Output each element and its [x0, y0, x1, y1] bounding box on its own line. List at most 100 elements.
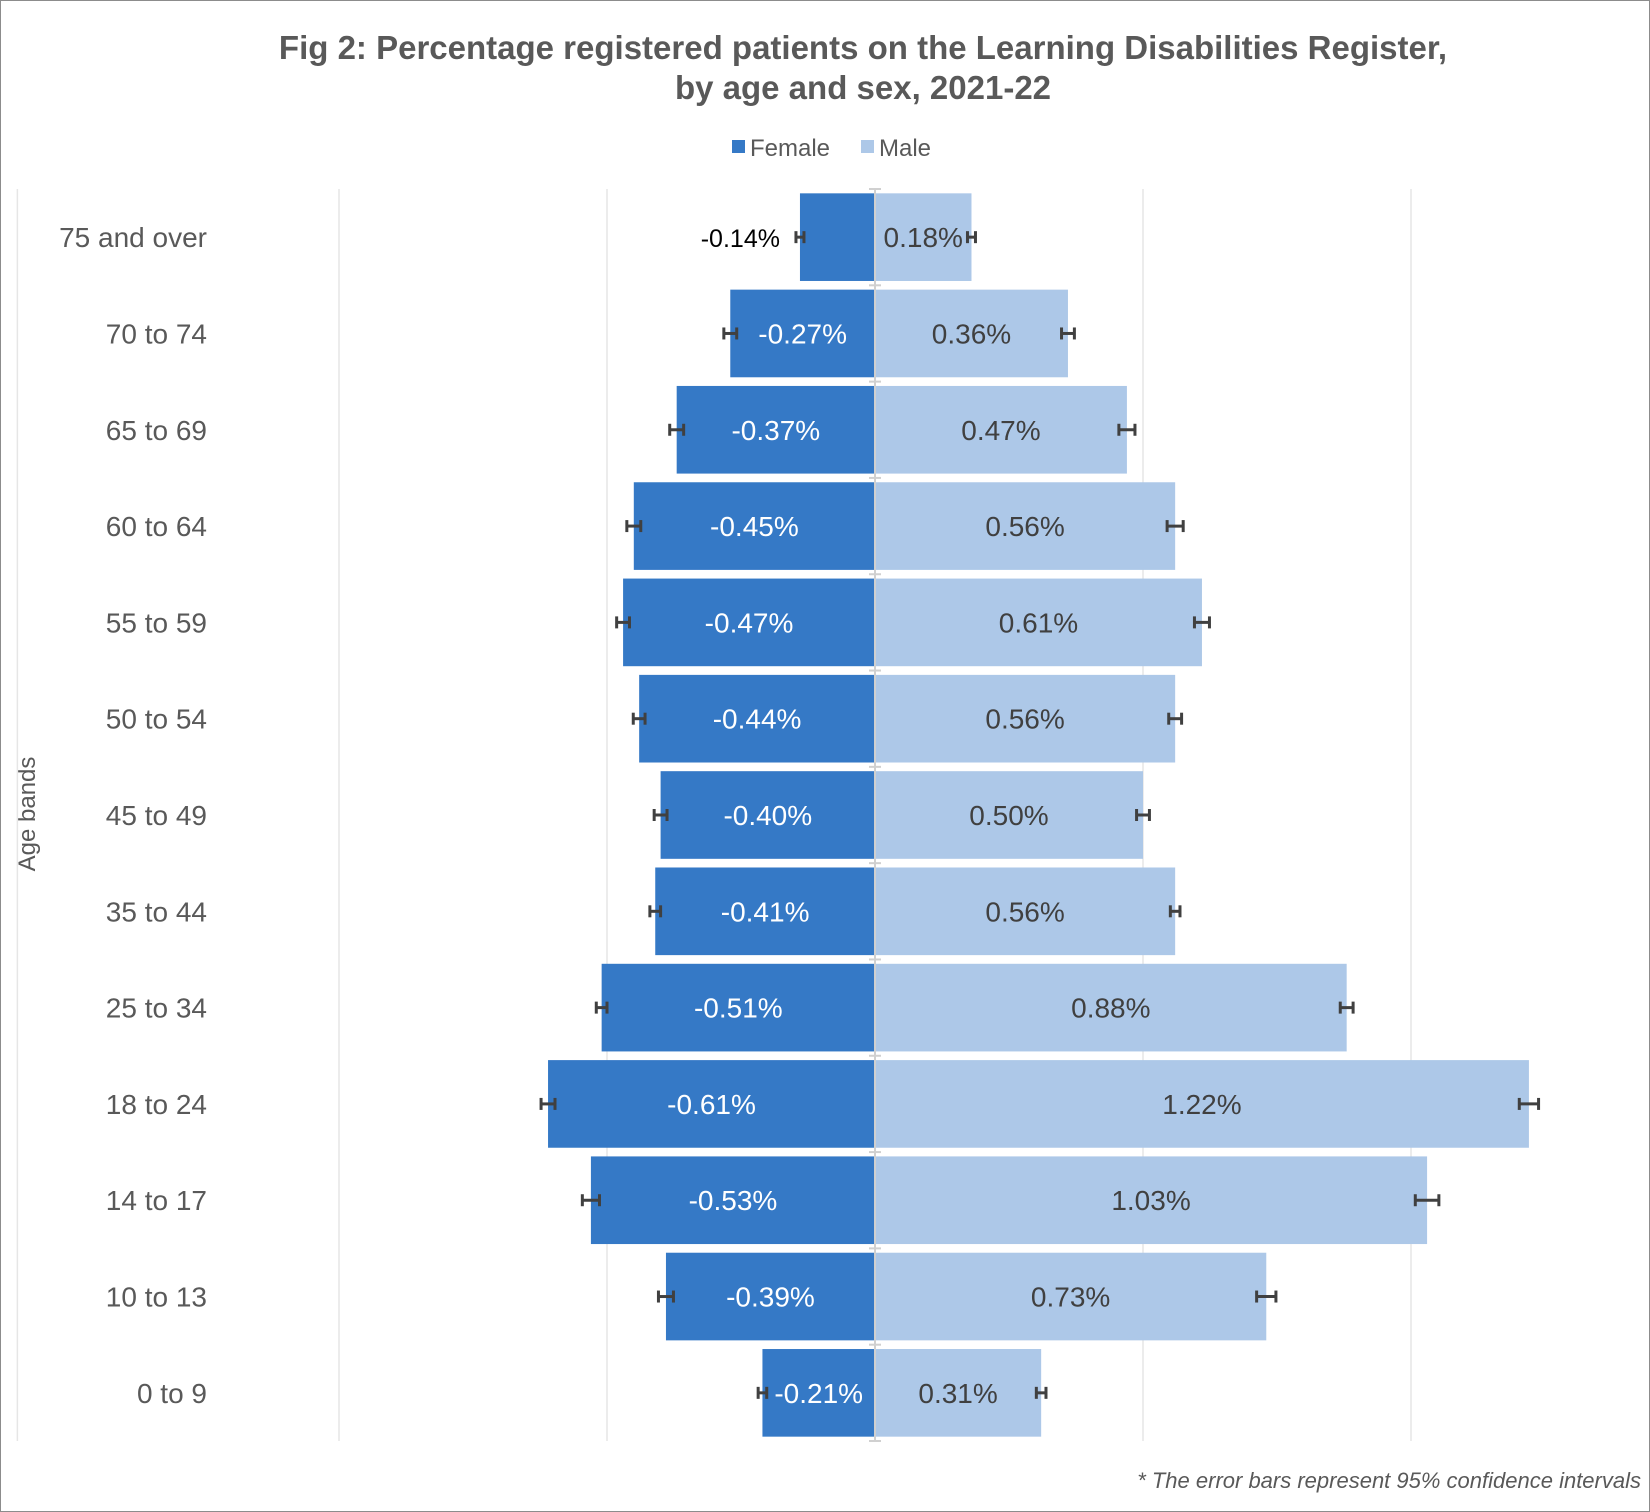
bar-female [660, 771, 875, 859]
category-label: 0 to 9 [137, 1378, 207, 1409]
data-label-female: -0.40% [723, 800, 812, 831]
data-label-female: -0.47% [705, 607, 794, 638]
data-label-male: 0.56% [985, 704, 1064, 735]
data-label-male: 1.22% [1162, 1089, 1241, 1120]
error-bar [580, 1194, 601, 1207]
bar-female [762, 1349, 875, 1437]
bar-male [875, 385, 1127, 474]
data-label-male: 0.73% [1031, 1282, 1110, 1313]
error-bar [722, 327, 739, 340]
bar-female [633, 482, 875, 570]
error-bar [1168, 905, 1182, 918]
category-label: 55 to 59 [106, 607, 207, 638]
error-bar [539, 1097, 557, 1110]
error-bar [1517, 1097, 1541, 1110]
error-bar [1117, 423, 1137, 436]
error-bar [1135, 809, 1151, 821]
error-bar [648, 905, 663, 918]
category-label: 18 to 24 [106, 1089, 207, 1120]
category-label: 14 to 17 [106, 1185, 207, 1216]
data-label-female: -0.44% [713, 704, 802, 735]
category-label: 25 to 34 [106, 993, 207, 1024]
bar-male [875, 1060, 1529, 1148]
error-bar [1413, 1194, 1441, 1207]
bar-female [730, 289, 875, 378]
bar-female [676, 385, 875, 474]
footnote: * The error bars represent 95% confidenc… [1137, 1468, 1641, 1493]
data-label-female: -0.27% [758, 318, 847, 349]
data-label-male: 0.50% [969, 800, 1048, 831]
error-bar [1255, 1290, 1278, 1303]
data-label-male: 0.88% [1071, 993, 1150, 1024]
error-bar [1167, 712, 1184, 725]
data-label-male: 0.47% [961, 415, 1040, 446]
data-labels: -0.14% 0.18% -0.27% 0.36% -0.37% 0.47% -0.45% 0… [667, 222, 1242, 1409]
bar-male [875, 1349, 1042, 1437]
error-bar [1338, 1001, 1355, 1014]
bar-male [875, 963, 1347, 1052]
data-label-male: 0.18% [884, 222, 963, 253]
bar-male [875, 771, 1143, 859]
bar-male [875, 1156, 1428, 1245]
error-bar [615, 616, 632, 629]
bar-male [875, 289, 1068, 378]
legend-swatch-male [861, 140, 874, 153]
legend-label-male: Male [879, 135, 931, 162]
data-label-female: -0.53% [689, 1185, 778, 1216]
y-axis-title: Age bands [14, 757, 41, 872]
data-label-female: -0.14% [701, 225, 780, 253]
error-bar [594, 1001, 609, 1014]
bar-male [875, 193, 972, 281]
data-label-female: -0.51% [694, 993, 783, 1024]
error-bar [1165, 520, 1185, 533]
data-label-male: 0.36% [932, 318, 1011, 349]
error-bar [1060, 327, 1076, 340]
bar-male [875, 578, 1202, 667]
bar-female [639, 674, 875, 763]
category-label: 50 to 54 [106, 704, 207, 735]
data-label-male: 0.61% [999, 607, 1078, 638]
category-label: 45 to 49 [106, 800, 207, 831]
bar-male [875, 867, 1176, 956]
bar-female [623, 578, 875, 667]
error-bar [668, 423, 686, 436]
category-label: 10 to 13 [106, 1282, 207, 1313]
legend: Female Male [732, 135, 931, 162]
data-label-male: 1.03% [1111, 1185, 1190, 1216]
error-bars [539, 231, 1541, 1399]
category-label: 70 to 74 [106, 318, 207, 349]
data-label-female: -0.61% [667, 1089, 756, 1120]
bar-male [875, 482, 1176, 570]
bar-female [799, 193, 875, 281]
data-label-male: 0.56% [985, 511, 1064, 542]
category-label: 60 to 64 [106, 511, 207, 542]
category-axis [869, 188, 881, 1442]
bar-female [665, 1252, 875, 1341]
bars [548, 193, 1529, 1437]
bar-male [875, 1252, 1267, 1341]
category-label: 35 to 44 [106, 896, 207, 927]
error-bar [625, 520, 643, 533]
bar-female [548, 1060, 875, 1148]
bar-female [655, 867, 875, 956]
bar-female [601, 963, 875, 1052]
chart-title-line-2: by age and sex, 2021-22 [675, 69, 1051, 106]
bar-female [590, 1156, 875, 1245]
category-label: 65 to 69 [106, 415, 207, 446]
chart-title: Fig 2: Percentage registered patients on… [279, 29, 1447, 66]
data-label-male: 0.31% [918, 1378, 997, 1409]
error-bar [794, 231, 806, 244]
error-bar [1034, 1386, 1048, 1399]
legend-swatch-female [732, 140, 745, 153]
error-bar [756, 1386, 769, 1399]
data-label-female: -0.21% [774, 1378, 863, 1409]
category-labels: 75 and over 70 to 74 65 to 69 60 to 64 55 to… [59, 222, 207, 1409]
legend-label-female: Female [750, 135, 830, 162]
error-bar [1192, 616, 1211, 629]
bar-male [875, 674, 1176, 763]
data-label-female: -0.45% [710, 511, 799, 542]
error-bar [652, 809, 669, 821]
data-label-male: 0.56% [985, 896, 1064, 927]
